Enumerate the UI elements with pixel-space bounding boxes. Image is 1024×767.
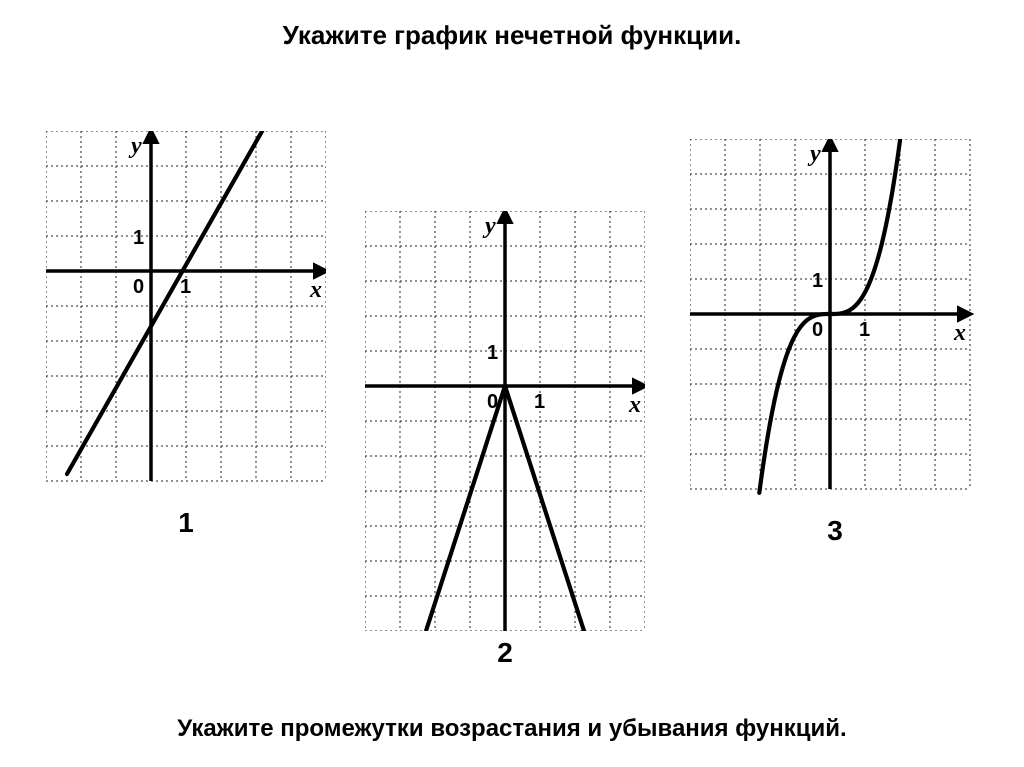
svg-text:y: y xyxy=(128,133,142,159)
svg-text:1: 1 xyxy=(859,319,870,341)
svg-text:1: 1 xyxy=(812,270,823,292)
chart-3: y x 0 1 1 3 xyxy=(690,139,980,547)
svg-text:x: x xyxy=(953,320,966,346)
svg-text:0: 0 xyxy=(133,276,144,298)
svg-text:0: 0 xyxy=(812,319,823,341)
chart-2: yx011 2 xyxy=(365,211,645,669)
svg-text:x: x xyxy=(628,392,641,418)
svg-text:1: 1 xyxy=(133,227,144,249)
page-title: Укажите график нечетной функции. xyxy=(0,0,1024,61)
charts-area: yx011 1 yx011 2 yx011 3 xyxy=(0,61,1024,661)
svg-text:1: 1 xyxy=(534,391,545,413)
chart-2-label: 2 xyxy=(365,637,645,669)
svg-text:x: x xyxy=(309,277,322,303)
svg-text:y: y xyxy=(807,141,821,167)
svg-text:1: 1 xyxy=(180,276,191,298)
chart-1-label: 1 xyxy=(46,507,326,539)
chart-1: y x 0 1 1 1 xyxy=(46,131,326,539)
page-subtitle: Укажите промежутки возрастания и убывани… xyxy=(0,715,1024,743)
chart-3-label: 3 xyxy=(690,515,980,547)
svg-text:y: y xyxy=(482,213,496,239)
svg-text:1: 1 xyxy=(487,342,498,364)
